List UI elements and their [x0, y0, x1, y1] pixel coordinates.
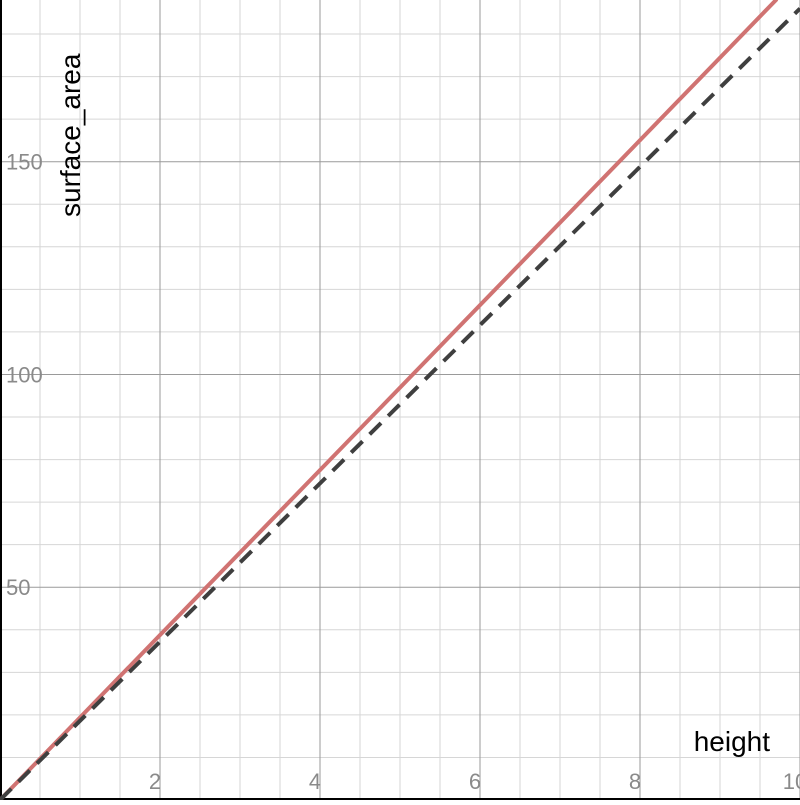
series-line-dashed [0, 7, 800, 802]
x-tick-label: 6 [469, 769, 481, 794]
x-tick-label: 10 [783, 769, 800, 794]
x-tick-label: 4 [309, 769, 321, 794]
series-line-solid [0, 0, 778, 802]
y-tick-label: 50 [6, 575, 30, 600]
x-tick-label: 8 [629, 769, 641, 794]
tick-labels: 2 4 6 8 10 50 100 150 [6, 150, 800, 794]
y-axis-label: surface_area [55, 53, 86, 217]
x-tick-label: 2 [149, 769, 161, 794]
y-tick-label: 150 [6, 150, 43, 175]
y-tick-label: 100 [6, 362, 43, 387]
x-axis-label: height [694, 726, 771, 757]
